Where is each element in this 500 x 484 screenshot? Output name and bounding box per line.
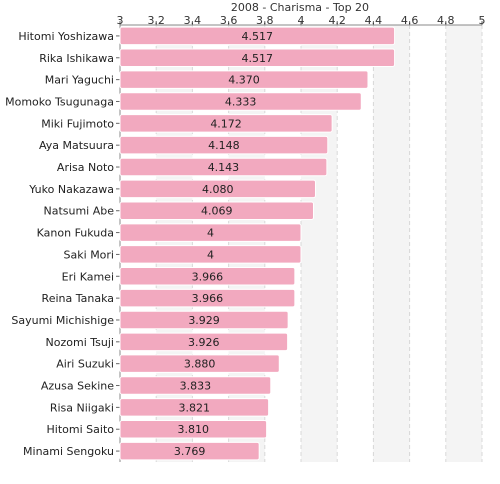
category-label: Azusa Sekine: [41, 380, 114, 393]
category-label: Momoko Tsugunaga: [5, 95, 114, 108]
value-label: 4.517: [242, 30, 274, 43]
value-label: 4.333: [225, 95, 257, 108]
x-tick-label: 4.8: [437, 14, 455, 27]
grid-band: [373, 25, 410, 462]
value-label: 3.880: [184, 358, 216, 371]
category-label: Hitomi Saito: [47, 423, 115, 436]
value-label: 4: [207, 227, 214, 240]
x-tick-label: 3.8: [256, 14, 274, 27]
chart-title: 2008 - Charisma - Top 20: [231, 1, 369, 14]
bar: [119, 332, 289, 352]
x-tick-label: 3.6: [220, 14, 238, 27]
bar: [119, 376, 272, 395]
category-label: Sayumi Michishige: [11, 314, 114, 327]
grid-band: [228, 25, 265, 462]
x-tick-label: 4.2: [328, 14, 346, 27]
category-label: Yuko Nakazawa: [28, 183, 114, 196]
category-label: Rika Ishikawa: [39, 52, 114, 65]
x-tick-label: 5: [479, 14, 486, 27]
value-label: 4.143: [208, 161, 240, 174]
grid-band: [301, 25, 338, 462]
bar: [119, 223, 302, 242]
category-label: Mari Yaguchi: [45, 74, 114, 87]
x-tick-label: 4.4: [365, 14, 383, 27]
category-label: Kanon Fukuda: [37, 227, 114, 240]
bar: [119, 267, 296, 286]
category-label: Airi Suzuki: [56, 358, 114, 371]
value-label: 3.810: [178, 423, 210, 436]
category-label: Natsumi Abe: [43, 205, 114, 218]
category-label: Nozomi Tsuji: [46, 336, 114, 349]
x-tick-label: 3: [117, 14, 124, 27]
category-label: Hitomi Yoshizawa: [18, 30, 114, 43]
bar: [119, 114, 333, 133]
category-label: Minami Sengoku: [23, 445, 114, 458]
value-label: 4.370: [228, 74, 260, 87]
bar: [119, 70, 369, 89]
bar: [119, 92, 362, 111]
bar: [119, 179, 316, 199]
bar: [119, 354, 280, 373]
value-label: 4.069: [201, 205, 233, 218]
bar: [119, 419, 268, 439]
value-label: 3.929: [188, 314, 220, 327]
bar: [119, 26, 396, 46]
bar: [119, 398, 270, 417]
category-label: Reina Tanaka: [42, 292, 114, 305]
x-tick-label: 4: [298, 14, 305, 27]
value-label: 4.080: [202, 183, 234, 196]
grid-band: [445, 25, 482, 462]
bar: [119, 310, 289, 330]
value-label: 3.926: [188, 336, 220, 349]
x-tick-label: 3.2: [147, 14, 165, 27]
value-label: 3.769: [174, 445, 206, 458]
value-label: 4.517: [242, 52, 274, 65]
value-label: 3.833: [180, 380, 212, 393]
category-label: Arisa Noto: [57, 161, 114, 174]
category-label: Saki Mori: [64, 248, 114, 261]
value-label: 3.966: [192, 292, 224, 305]
x-tick-label: 4.6: [401, 14, 419, 27]
bar: [119, 48, 396, 68]
category-label: Eri Kamei: [62, 270, 114, 283]
value-label: 4.172: [210, 117, 242, 130]
category-label: Risa Niigaki: [50, 401, 114, 414]
grid-band: [156, 25, 193, 462]
bar: [119, 245, 302, 264]
value-label: 3.966: [192, 270, 224, 283]
category-label: Miki Fujimoto: [41, 117, 114, 130]
bar: [119, 135, 329, 155]
category-label: Aya Matsuura: [39, 139, 114, 152]
bar: [119, 288, 296, 308]
value-label: 3.821: [179, 401, 211, 414]
bar: [119, 441, 260, 461]
bar: [119, 157, 328, 177]
bar: [119, 201, 314, 220]
value-label: 4.148: [208, 139, 240, 152]
value-label: 4: [207, 248, 214, 261]
x-tick-label: 3.4: [184, 14, 202, 27]
